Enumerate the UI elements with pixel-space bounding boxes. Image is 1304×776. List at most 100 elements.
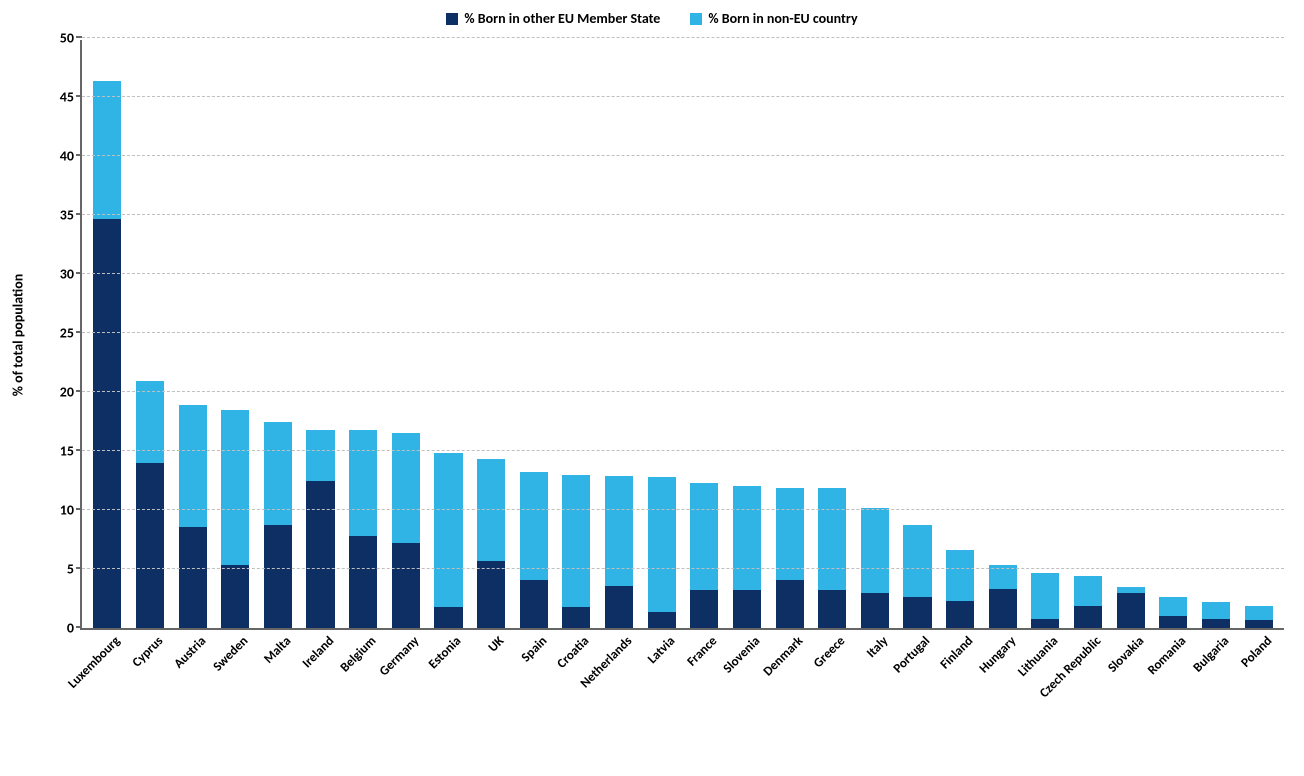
- bar-segment-noneu: [648, 477, 676, 611]
- x-tick-label: Belgium: [338, 634, 380, 676]
- bar-segment-eu: [946, 601, 974, 628]
- bar-segment-noneu: [903, 525, 931, 598]
- x-tick-label: Italy: [864, 634, 891, 661]
- bar: [264, 40, 292, 628]
- x-tick-label: Denmark: [760, 634, 806, 680]
- bar: [903, 40, 931, 628]
- bar: [861, 40, 889, 628]
- bar: [136, 40, 164, 628]
- x-tick-label: Estonia: [426, 634, 464, 672]
- bar-slot: Croatia: [555, 40, 598, 628]
- x-tick-label: Greece: [811, 634, 848, 671]
- bar: [520, 40, 548, 628]
- bar-segment-eu: [989, 589, 1017, 628]
- bar-segment-noneu: [221, 410, 249, 564]
- bar-segment-eu: [221, 565, 249, 629]
- bar-slot: Malta: [257, 40, 300, 628]
- bar: [349, 40, 377, 628]
- bar-slot: Estonia: [427, 40, 470, 628]
- x-tick-label: Latvia: [645, 634, 678, 667]
- bar-slot: Luxembourg: [86, 40, 129, 628]
- legend-item: % Born in non-EU country: [690, 10, 857, 27]
- bar-segment-eu: [605, 586, 633, 628]
- y-axis-label: % of total population: [10, 274, 27, 397]
- bar: [221, 40, 249, 628]
- bar-segment-eu: [690, 590, 718, 628]
- x-tick-label: Hungary: [976, 634, 1019, 677]
- x-tick-label: Slovakia: [1105, 634, 1147, 676]
- bar-segment-eu: [306, 481, 334, 628]
- bar-slot: UK: [470, 40, 513, 628]
- legend-label: % Born in non-EU country: [708, 10, 857, 27]
- bar: [776, 40, 804, 628]
- x-tick-label: Croatia: [555, 634, 593, 672]
- bar-segment-noneu: [434, 453, 462, 607]
- bar-slot: Sweden: [214, 40, 257, 628]
- x-tick-label: Spain: [518, 634, 550, 666]
- bar-segment-eu: [648, 612, 676, 628]
- grid-line: [82, 568, 1284, 569]
- x-tick-label: Portugal: [891, 634, 934, 677]
- x-tick-label: Germany: [377, 634, 422, 679]
- bar-segment-noneu: [690, 483, 718, 590]
- bar-slot: Latvia: [640, 40, 683, 628]
- bar: [1117, 40, 1145, 628]
- x-tick-label: Ireland: [299, 634, 337, 672]
- bar: [93, 40, 121, 628]
- grid-line: [82, 391, 1284, 392]
- bar-segment-eu: [733, 590, 761, 628]
- bar: [179, 40, 207, 628]
- y-tick-label: 50: [60, 30, 82, 47]
- bar-segment-noneu: [1031, 573, 1059, 619]
- bar: [477, 40, 505, 628]
- bar-segment-noneu: [1245, 606, 1273, 620]
- chart-container: % Born in other EU Member State % Born in…: [10, 10, 1294, 766]
- bar-segment-noneu: [1202, 602, 1230, 618]
- bar-segment-noneu: [605, 476, 633, 585]
- bar-slot: Cyprus: [129, 40, 172, 628]
- bar-slot: Denmark: [768, 40, 811, 628]
- bar-segment-eu: [264, 525, 292, 628]
- bar: [989, 40, 1017, 628]
- x-tick-label: Luxembourg: [66, 634, 124, 692]
- bar-segment-noneu: [818, 488, 846, 590]
- bar-segment-eu: [349, 536, 377, 628]
- grid-line: [82, 509, 1284, 510]
- bar-segment-eu: [520, 580, 548, 628]
- bar: [1031, 40, 1059, 628]
- bar: [690, 40, 718, 628]
- bar-segment-eu: [477, 561, 505, 628]
- bar: [648, 40, 676, 628]
- bar-segment-eu: [562, 607, 590, 628]
- bar-segment-noneu: [136, 381, 164, 463]
- y-tick-label: 25: [60, 325, 82, 342]
- bar-segment-eu: [392, 543, 420, 628]
- x-tick-label: Finland: [938, 634, 977, 673]
- bar-slot: Germany: [384, 40, 427, 628]
- bar-slot: Netherlands: [598, 40, 641, 628]
- legend-item: % Born in other EU Member State: [446, 10, 660, 27]
- bar: [1159, 40, 1187, 628]
- y-tick-label: 35: [60, 207, 82, 224]
- x-tick-label: Bulgaria: [1190, 634, 1232, 676]
- plot-area: LuxembourgCyprusAustriaSwedenMaltaIrelan…: [80, 40, 1284, 630]
- bar: [605, 40, 633, 628]
- x-tick-label: Romania: [1145, 634, 1189, 678]
- x-tick-label: Cyprus: [130, 634, 167, 671]
- bar-segment-eu: [818, 590, 846, 628]
- bar-segment-noneu: [93, 81, 121, 219]
- grid-line: [82, 332, 1284, 333]
- bar-slot: Slovakia: [1109, 40, 1152, 628]
- bar-segment-eu: [136, 463, 164, 628]
- bar-segment-noneu: [946, 550, 974, 601]
- bar: [306, 40, 334, 628]
- bar-segment-noneu: [1074, 576, 1102, 605]
- bar-segment-eu: [1074, 606, 1102, 628]
- bar-slot: Poland: [1237, 40, 1280, 628]
- grid-line: [82, 273, 1284, 274]
- y-tick-label: 20: [60, 384, 82, 401]
- y-tick-label: 10: [60, 502, 82, 519]
- bar-segment-noneu: [306, 430, 334, 481]
- bar-slot: Spain: [512, 40, 555, 628]
- x-tick-label: Malta: [261, 634, 294, 667]
